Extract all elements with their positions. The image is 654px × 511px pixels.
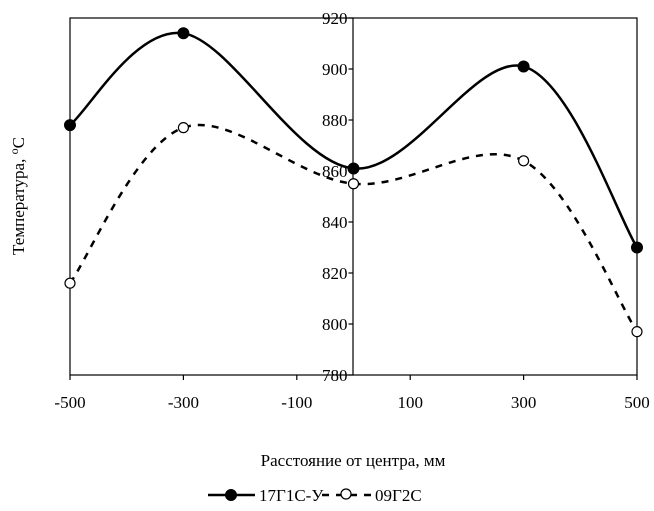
data-point [347,162,360,175]
data-point [64,277,76,289]
x-tick-label: -300 [168,393,199,412]
series-layer [64,27,643,338]
y-axis-label-unit: C [9,137,28,148]
y-tick-label: 900 [322,60,348,79]
x-axis-label: Расстояние от центра, мм [261,451,446,470]
y-axis-label: Температура, oC [7,137,28,255]
data-point [517,60,530,73]
data-point [347,178,360,190]
legend: 17Г1С-У 09Г2С [208,486,422,505]
series-line [68,123,639,333]
data-point [177,122,189,134]
data-point [631,326,643,338]
y-tick-label: 780 [322,366,348,385]
legend-label-09G2S: 09Г2С [375,486,422,505]
y-tick-label: 860 [322,162,348,181]
legend-label-17G1S-U: 17Г1С-У [259,486,324,505]
y-tick-label: 920 [322,9,348,28]
series-solid [64,27,643,254]
legend-marker-09G2S [340,488,352,500]
data-point [177,27,190,40]
legend-marker-17G1S-U [225,489,237,501]
y-axis-label-main: Температура, [9,154,28,255]
data-point [631,241,643,254]
data-point [517,155,530,167]
x-tick-label: -100 [281,393,312,412]
x-tick-label: 500 [624,393,650,412]
x-tick-label: 100 [397,393,423,412]
y-tick-label: 800 [322,315,348,334]
y-tick-label: 840 [322,213,348,232]
series-dashed [64,122,643,338]
x-tick-label: -500 [54,393,85,412]
x-tick-label: 300 [511,393,537,412]
y-axis-label-superscript: o [7,148,21,154]
y-tick-label: 880 [322,111,348,130]
data-point [64,119,76,132]
y-axis-ticks: 780 800 820 840 860 880 900 920 [322,9,354,385]
y-tick-label: 820 [322,264,348,283]
x-axis-ticks: -500 -300 -100 100 300 500 [54,375,650,412]
